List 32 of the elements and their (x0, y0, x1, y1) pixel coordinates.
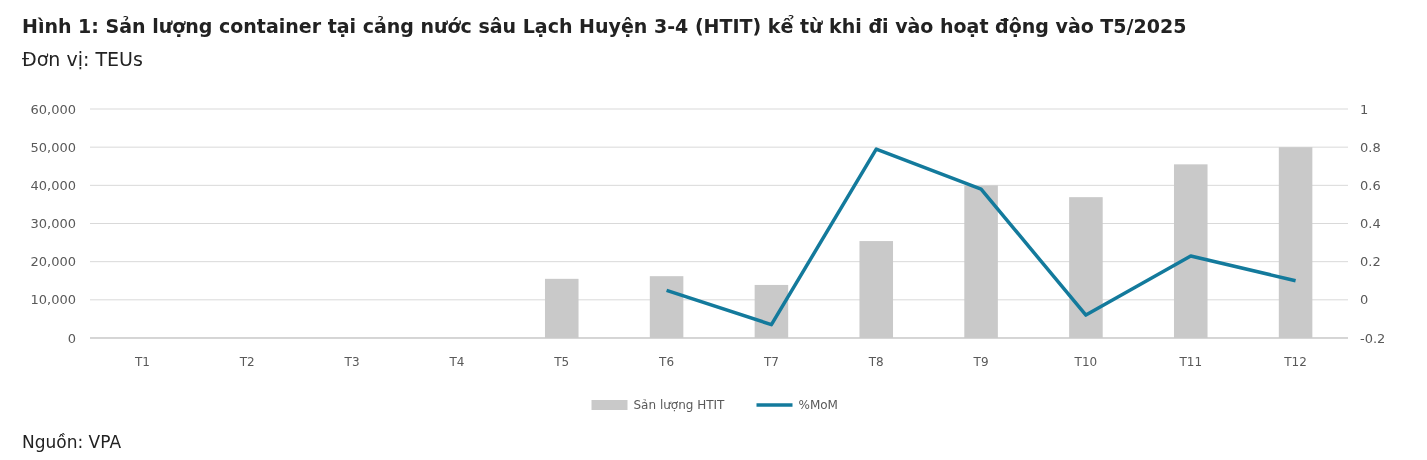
y2-tick-label: 0.2 (1360, 254, 1381, 270)
y-tick-label: 0 (67, 330, 76, 346)
y-tick-label: 10,000 (30, 292, 76, 308)
y-tick-label: 60,000 (30, 101, 76, 117)
x-tick-label: T9 (972, 355, 989, 369)
x-tick-label: T3 (343, 355, 360, 369)
x-tick-label: T12 (1283, 355, 1307, 369)
x-tick-label: T2 (238, 355, 255, 369)
x-tick-label: T4 (448, 355, 465, 369)
x-tick-label: T8 (867, 355, 884, 369)
y-tick-label: 50,000 (30, 139, 76, 155)
chart-title: Hình 1: Sản lượng container tại cảng nước sâu Lạch Huyện 3-4 (HTIT) kể từ khi đi vào hoạt động vào T5/2025 (22, 15, 1187, 37)
y-tick-label: 40,000 (30, 177, 76, 193)
legend-label: %MoM (798, 398, 838, 413)
x-tick-label: T5 (553, 355, 570, 369)
y2-tick-label: 0.6 (1360, 177, 1381, 193)
y2-tick-label: -0.2 (1360, 330, 1386, 346)
chart-subtitle: Đơn vị: TEUs (22, 48, 143, 70)
x-tick-label: T10 (1073, 355, 1098, 369)
x-tick-label: T7 (762, 355, 779, 369)
x-tick-label: T11 (1178, 355, 1203, 369)
y-tick-label: 20,000 (30, 254, 76, 270)
legend-label: Sản lượng HTIT (633, 398, 726, 413)
y-tick-label: 30,000 (30, 216, 76, 232)
text: Nguồn: VPA (22, 432, 122, 452)
x-tick-label: T1 (133, 355, 150, 369)
line-series (664, 147, 1298, 327)
y2-tick-label: 0.4 (1360, 216, 1381, 232)
x-tick-label: T6 (658, 355, 675, 369)
y2-tick-label: 0 (1360, 292, 1369, 308)
y2-tick-label: 1 (1360, 101, 1369, 117)
y2-tick-label: 0.8 (1360, 139, 1381, 155)
